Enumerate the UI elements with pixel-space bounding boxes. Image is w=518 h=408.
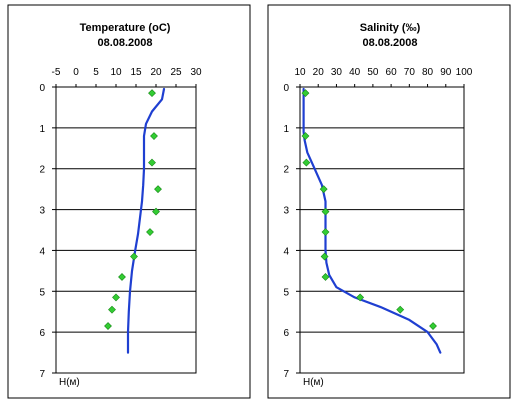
data-point xyxy=(301,89,310,98)
data-point xyxy=(146,228,154,236)
data-point xyxy=(320,252,329,261)
chart-title: Temperature (oC) xyxy=(80,22,171,34)
x-tick-label: 20 xyxy=(150,67,162,78)
chart-title: Salinity (‰) xyxy=(360,22,421,34)
data-point xyxy=(321,273,330,281)
x-tick-label: 10 xyxy=(294,67,306,78)
x-tick-label: 70 xyxy=(404,67,416,78)
chart-subtitle: 08.08.2008 xyxy=(362,37,417,49)
y-tick-label: 5 xyxy=(39,287,45,298)
x-tick-label: 100 xyxy=(456,67,473,78)
series-line xyxy=(126,87,166,354)
x-tick-label: 0 xyxy=(73,67,79,78)
data-point xyxy=(321,228,330,236)
y-tick-label: 5 xyxy=(283,287,289,298)
y-tick-label: 4 xyxy=(39,246,45,257)
data-point xyxy=(148,158,156,167)
data-point xyxy=(301,132,310,140)
y-tick-label: 2 xyxy=(283,165,289,176)
y-axis-label: H(м) xyxy=(59,377,80,388)
y-tick-label: 3 xyxy=(283,206,289,217)
chart-frame-salinity xyxy=(267,4,511,399)
x-tick-label: 30 xyxy=(331,67,343,78)
temperature-chart: Temperature (oC) 08.08.2008 -5 0 5 10 15 20 25… xyxy=(39,22,202,388)
data-point xyxy=(154,185,162,194)
y-tick-label: 4 xyxy=(283,246,289,257)
x-tick-label: 25 xyxy=(170,67,182,78)
y-tick-label: 1 xyxy=(39,124,45,135)
y-tick-label: 0 xyxy=(283,83,289,94)
data-point xyxy=(152,207,160,216)
x-tick-label: 10 xyxy=(110,67,122,78)
plot-area xyxy=(55,86,197,374)
x-tick-label: -5 xyxy=(52,67,61,78)
x-tick-label: 15 xyxy=(130,67,142,78)
x-tick-label: 40 xyxy=(349,67,361,78)
data-point xyxy=(302,158,311,167)
x-tick-label: 20 xyxy=(313,67,325,78)
data-point xyxy=(104,322,112,330)
x-tick-label: 60 xyxy=(386,67,398,78)
y-tick-label: 6 xyxy=(283,328,289,339)
data-point xyxy=(429,322,437,330)
y-axis-label: H(м) xyxy=(303,377,324,388)
data-point xyxy=(148,89,156,98)
data-point xyxy=(118,273,126,281)
y-tick-label: 3 xyxy=(39,206,45,217)
x-tick-label: 5 xyxy=(93,67,99,78)
y-tick-label: 1 xyxy=(283,124,289,135)
chart-subtitle: 08.08.2008 xyxy=(97,37,152,49)
y-tick-label: 6 xyxy=(39,328,45,339)
data-point xyxy=(108,305,116,314)
x-tick-label: 90 xyxy=(440,67,452,78)
data-point xyxy=(319,185,328,194)
plot-area xyxy=(299,86,465,374)
x-tick-label: 50 xyxy=(367,67,379,78)
x-tick-label: 30 xyxy=(190,67,202,78)
data-point xyxy=(356,293,365,302)
data-point xyxy=(396,305,405,314)
y-tick-label: 7 xyxy=(39,369,45,380)
data-point xyxy=(112,293,120,302)
data-point xyxy=(321,207,330,216)
data-point xyxy=(150,132,158,140)
y-tick-label: 0 xyxy=(39,83,45,94)
data-point xyxy=(130,252,138,261)
y-tick-label: 2 xyxy=(39,165,45,176)
y-tick-label: 7 xyxy=(283,369,289,380)
salinity-chart: Salinity (‰) 08.08.2008 10 20 30 40 50 60 70 80… xyxy=(283,22,472,388)
x-tick-label: 80 xyxy=(422,67,434,78)
